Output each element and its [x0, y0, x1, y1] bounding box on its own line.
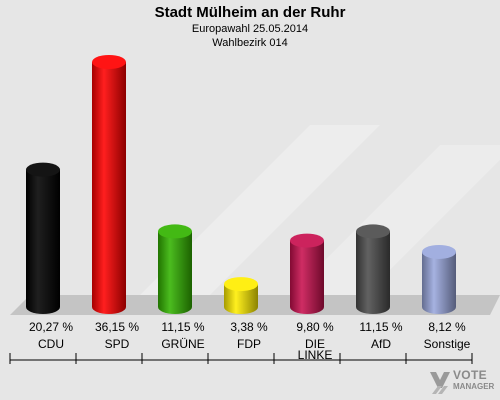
- bar-afd: [356, 231, 390, 314]
- back-diagonal-stripe: [140, 125, 380, 295]
- bar-cap-spd: [92, 55, 126, 69]
- value-label: 8,12 %: [428, 320, 466, 334]
- bar-die-linke: [290, 240, 324, 314]
- bar-fdp: [224, 284, 258, 314]
- category-label: DIE: [305, 337, 325, 351]
- bar-cap-fdp: [224, 277, 258, 292]
- category-label: GRÜNE: [161, 337, 204, 351]
- value-label: 11,15 %: [161, 320, 204, 334]
- logo-subtext: MANAGER: [453, 382, 495, 391]
- value-label: 3,38 %: [230, 320, 268, 334]
- bar-cdu: [26, 169, 60, 314]
- bar-cap-sonstige: [422, 244, 456, 259]
- logo-mark-icon: [430, 372, 450, 394]
- value-label: 36,15 %: [95, 320, 139, 334]
- bar-cap-afd: [356, 224, 390, 239]
- bar-cap-die-linke: [290, 233, 324, 248]
- value-label: 20,27 %: [29, 320, 73, 334]
- votemanager-logo: VOTE MANAGER: [428, 366, 498, 398]
- bar-spd: [92, 62, 126, 314]
- category-label: AfD: [371, 337, 391, 351]
- chart-subtitle: Europawahl 25.05.2014: [191, 23, 309, 35]
- chart-district: Wahlbezirk 014: [212, 37, 288, 49]
- category-label: FDP: [237, 337, 261, 351]
- category-label: SPD: [105, 337, 130, 351]
- category-label: LINKE: [298, 348, 333, 362]
- bar-grüne: [158, 231, 192, 314]
- bar-sonstige: [422, 251, 456, 314]
- chart-header: Stadt Mülheim an der Ruhr Europawahl 25.…: [0, 0, 500, 50]
- chart-title: Stadt Mülheim an der Ruhr: [154, 4, 346, 21]
- category-label: CDU: [38, 337, 64, 351]
- back-diagonal-stripe: [290, 145, 500, 295]
- value-label: 9,80 %: [296, 320, 334, 334]
- category-label: Sonstige: [424, 337, 471, 351]
- bar-cap-cdu: [26, 162, 60, 177]
- value-label: 11,15 %: [359, 320, 402, 334]
- bar-cap-grüne: [158, 224, 192, 239]
- logo-text: VOTE: [453, 368, 487, 382]
